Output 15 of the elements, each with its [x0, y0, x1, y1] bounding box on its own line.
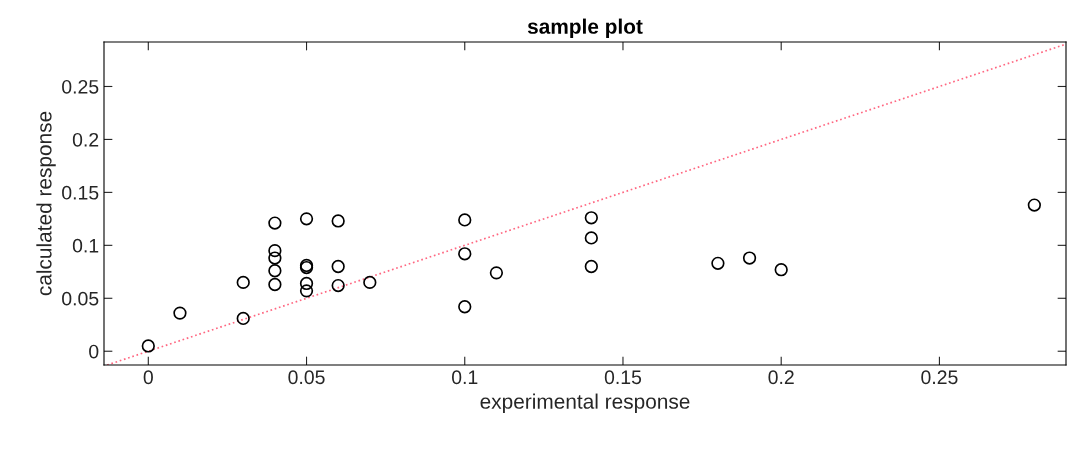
chart-title: sample plot: [527, 18, 643, 38]
y-tick-label: 0: [89, 344, 99, 359]
y-tick-label: 0.2: [72, 132, 99, 147]
x-tick-label: 0.2: [768, 370, 794, 385]
x-axis-title: experimental response: [480, 393, 690, 413]
x-tick-label: 0.05: [288, 370, 325, 385]
y-tick-label: 0.1: [72, 238, 99, 253]
y-tick-label: 0.05: [62, 291, 99, 306]
x-tick-label: 0.15: [604, 370, 642, 385]
x-tick-label: 0: [143, 370, 153, 385]
y-tick-label: 0.15: [62, 185, 99, 200]
x-tick-label: 0.1: [452, 370, 478, 385]
y-tick-label: 0.25: [62, 79, 99, 94]
y-axis-title: calculated response: [36, 111, 56, 296]
x-tick-label: 0.25: [921, 370, 958, 385]
